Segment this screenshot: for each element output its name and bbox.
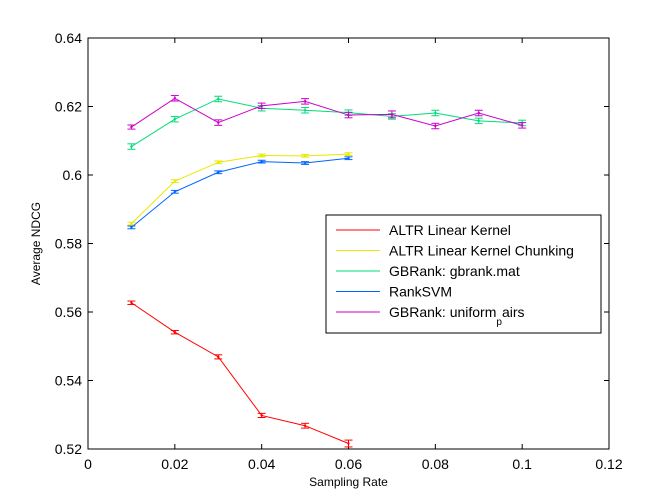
legend-label-text: RankSVM (389, 284, 452, 300)
series-layer (127, 95, 527, 448)
data-point (303, 161, 307, 165)
data-point (477, 111, 480, 115)
y-tick-label: 0.6 (63, 167, 83, 183)
legend-label: ALTR Linear Kernel (389, 222, 511, 238)
data-point (173, 190, 177, 193)
data-point (303, 109, 307, 112)
data-point (217, 171, 220, 174)
x-tick-label: 0.02 (161, 456, 188, 472)
data-point (260, 104, 263, 108)
data-point (130, 222, 133, 225)
x-tick-label: 0.08 (422, 456, 449, 472)
legend-label: RankSVM (389, 284, 452, 300)
data-point (434, 111, 437, 115)
data-point (217, 355, 220, 359)
x-tick-label: 0.06 (335, 456, 362, 472)
data-point (130, 226, 133, 229)
y-tick-label: 0.58 (55, 236, 82, 252)
data-point (477, 119, 480, 123)
series-line (131, 157, 349, 228)
legend-label-text: ALTR Linear Kernel (389, 222, 511, 238)
y-tick-label: 0.64 (55, 30, 82, 46)
legend-label-suffix: airs (502, 304, 525, 320)
data-point (303, 424, 307, 427)
series-line (131, 97, 523, 128)
data-point (260, 154, 263, 157)
legend: ALTR Linear Kernel ALTR Linear Kernel Chu… (325, 214, 602, 334)
legend-items: ALTR Linear Kernel ALTR Linear Kernel Chu… (336, 222, 574, 328)
data-point (217, 121, 220, 124)
data-point (390, 113, 394, 116)
legend-label-text: ALTR Linear Kernel Chunking (389, 243, 574, 259)
data-point (260, 414, 263, 417)
legend-label-text: GBRank: uniform (389, 304, 496, 320)
series-3 (127, 156, 353, 230)
data-point (347, 152, 350, 156)
data-point (434, 124, 437, 128)
series-0 (127, 300, 353, 448)
x-axis-label: Sampling Rate (309, 475, 388, 489)
data-point (217, 97, 220, 101)
y-tick-label: 0.62 (55, 99, 82, 115)
x-tick-label: 0.12 (595, 456, 622, 472)
x-tick-label: 0 (84, 456, 92, 472)
y-tick-label: 0.52 (55, 441, 82, 457)
legend-label-subscript: p (496, 317, 502, 328)
x-tick-label: 0.04 (248, 456, 275, 472)
data-point (347, 157, 350, 160)
x-axis-ticks: 0 0.02 0.04 0.06 0.08 0.1 0.12 (84, 38, 623, 472)
legend-label: GBRank: gbrank.mat (389, 263, 520, 279)
legend-box (325, 214, 602, 334)
data-point (130, 125, 133, 129)
data-point (130, 145, 133, 148)
data-point (173, 117, 177, 121)
legend-label: GBRank: uniformpairs (389, 304, 525, 328)
y-tick-label: 0.54 (55, 373, 82, 389)
legend-label: ALTR Linear Kernel Chunking (389, 243, 574, 259)
y-axis-label: Average NDCG (29, 202, 43, 285)
data-point (347, 442, 350, 445)
data-point (217, 161, 220, 164)
data-point (347, 113, 350, 117)
data-point (173, 331, 177, 334)
data-point (173, 179, 177, 183)
series-line (131, 98, 523, 147)
series-line (131, 302, 349, 444)
y-tick-label: 0.56 (55, 304, 82, 320)
data-point (303, 100, 307, 103)
series-4 (127, 95, 527, 130)
data-point (303, 154, 307, 158)
legend-label-text: GBRank: gbrank.mat (389, 263, 520, 279)
data-point (260, 160, 263, 163)
series-line (131, 153, 349, 224)
x-tick-label: 0.1 (512, 456, 532, 472)
data-point (173, 97, 177, 100)
data-point (520, 124, 524, 127)
y-axis-ticks: 0.52 0.54 0.56 0.58 0.6 0.62 0.64 (55, 30, 609, 457)
series-1 (127, 152, 353, 226)
data-point (130, 301, 133, 304)
